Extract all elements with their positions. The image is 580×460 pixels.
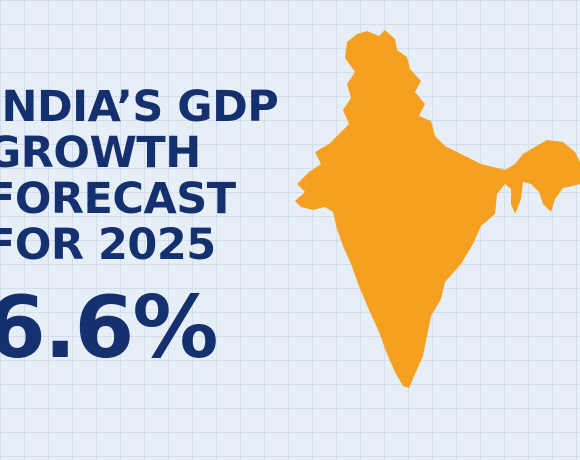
headline-line-3: FORECAST — [0, 174, 236, 224]
headline-line-1: INDIA’S GDP — [0, 82, 279, 132]
gdp-forecast-value: 6.6% — [0, 278, 219, 378]
headline: INDIA’S GDP GROWTH FORECAST FOR 2025 — [0, 82, 279, 270]
india-map-icon — [295, 30, 580, 388]
headline-line-4: FOR 2025 — [0, 220, 216, 270]
headline-line-2: GROWTH — [0, 128, 201, 178]
